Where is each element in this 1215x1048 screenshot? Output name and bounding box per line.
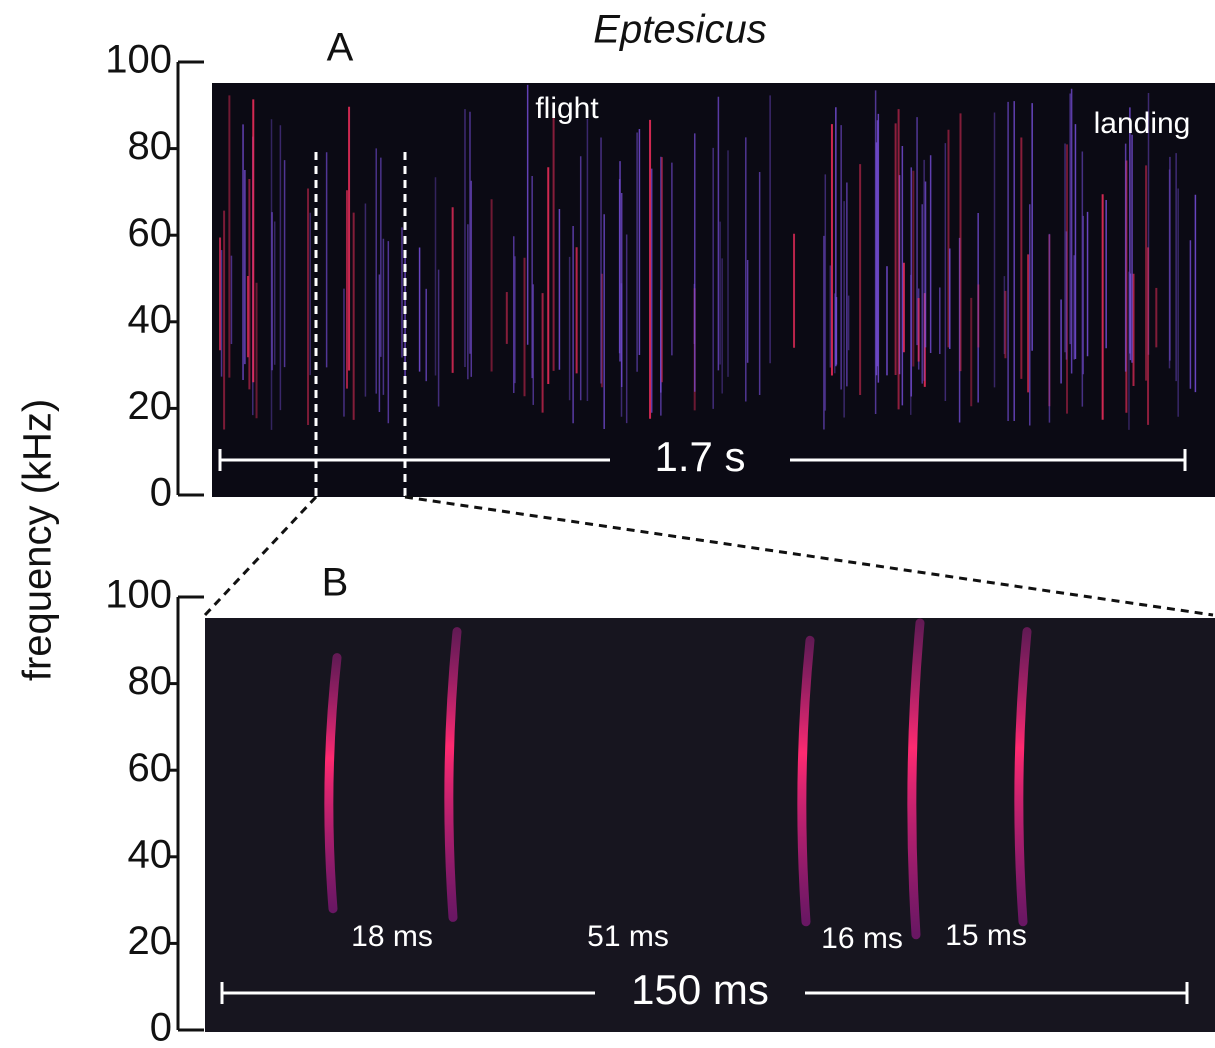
annotation: 16 ms (821, 922, 903, 955)
y-tick-label: 80 (128, 124, 173, 168)
annotation: flight (535, 92, 599, 125)
call (324, 653, 342, 914)
annotation: 18 ms (351, 920, 433, 953)
call (797, 635, 815, 927)
zoom-connector (203, 495, 318, 617)
call (907, 618, 925, 940)
panel-label: A (327, 26, 354, 70)
annotation: landing (1094, 107, 1191, 140)
y-tick-label: 100 (105, 38, 172, 82)
y-tick-label: 20 (128, 919, 173, 963)
scale-bar-label: 150 ms (631, 966, 769, 1013)
chart-title: Eptesicus (593, 8, 766, 52)
y-tick-label: 20 (128, 384, 173, 428)
y-axis-label: frequency (kHz) (16, 399, 60, 681)
y-tick-label: 60 (128, 746, 173, 790)
y-tick-label: 0 (150, 471, 172, 515)
y-tick-label: 0 (150, 1006, 172, 1048)
zoom-connector (404, 495, 1214, 617)
y-tick-label: 40 (128, 832, 173, 876)
call (1014, 627, 1032, 927)
y-tick-label: 60 (128, 211, 173, 255)
annotation: 15 ms (945, 919, 1027, 952)
scale-bar-label: 1.7 s (654, 433, 745, 480)
y-tick-label: 100 (105, 573, 172, 617)
panel-label: B (322, 561, 349, 605)
y-tick-label: 40 (128, 297, 173, 341)
annotation: 51 ms (587, 920, 669, 953)
call (444, 627, 462, 922)
y-tick-label: 80 (128, 659, 173, 703)
spectrogram-background (205, 618, 1215, 1032)
